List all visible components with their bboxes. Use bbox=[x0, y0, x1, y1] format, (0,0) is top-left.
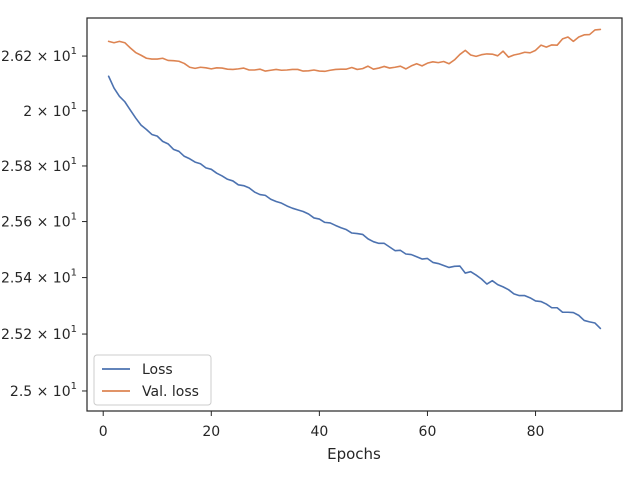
y-tick-label: 2.5 × 101 bbox=[10, 381, 77, 400]
y-tick-label: 2.62 × 101 bbox=[1, 46, 77, 65]
y-axis: 2.5 × 101 2.52 × 101 2.54 × 101 2.56 × 101 2… bbox=[1, 46, 87, 400]
x-tick-label: 60 bbox=[419, 424, 437, 440]
legend-box bbox=[93, 354, 212, 406]
series-line-1 bbox=[107, 28, 602, 73]
x-tick-label: 20 bbox=[202, 424, 220, 440]
series-line-0 bbox=[107, 75, 602, 330]
y-tick-label: 2.52 × 101 bbox=[1, 324, 77, 343]
legend-label-1: Val. loss bbox=[142, 384, 199, 400]
x-tick-label: 40 bbox=[310, 424, 328, 440]
plot-area bbox=[86, 17, 623, 412]
x-tick-label: 0 bbox=[99, 424, 108, 440]
x-tick-label: 80 bbox=[527, 424, 545, 440]
y-tick-label: 2.54 × 101 bbox=[1, 268, 77, 287]
x-axis: 0 20 40 60 80 bbox=[99, 411, 545, 440]
plot-frame bbox=[86, 17, 623, 412]
legend: Loss Val. loss bbox=[93, 354, 212, 406]
y-tick-label: 2 × 101 bbox=[23, 101, 77, 120]
legend-label-0: Loss bbox=[142, 362, 173, 378]
y-tick-label: 2.58 × 101 bbox=[1, 156, 77, 175]
y-tick-label: 2.56 × 101 bbox=[1, 212, 77, 231]
x-axis-label: Epochs bbox=[327, 445, 381, 463]
